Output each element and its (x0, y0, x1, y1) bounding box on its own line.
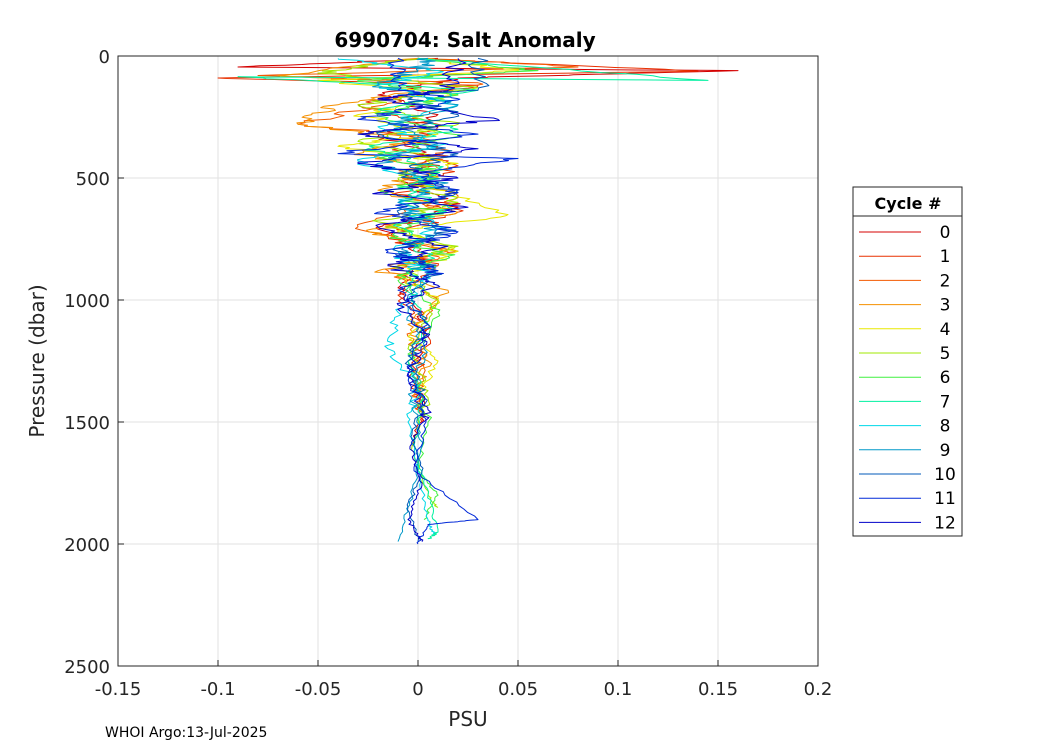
legend-label-cycle-2: 2 (940, 271, 951, 291)
y-tick-label: 1000 (64, 291, 110, 312)
x-tick-label: 0.2 (804, 679, 833, 700)
legend-label-cycle-4: 4 (940, 320, 951, 340)
series-line-cycle-11 (337, 57, 519, 545)
x-tick-label: 0 (412, 679, 423, 700)
legend-label-cycle-0: 0 (940, 223, 951, 243)
legend-label-cycle-7: 7 (940, 392, 951, 412)
x-tick-label: -0.05 (295, 679, 342, 700)
legend-label-cycle-1: 1 (940, 247, 951, 267)
y-tick-label: 1500 (64, 413, 110, 434)
axis-ticks: -0.15 -0.1 -0.05 0 0.05 0.1 0.15 0.2 0 500 1000 150… (64, 47, 832, 700)
y-tick-label: 2000 (64, 535, 110, 556)
series-line-cycle-5 (317, 57, 479, 508)
legend-label-cycle-3: 3 (940, 296, 951, 316)
series-line-cycle-3 (277, 57, 459, 398)
legend-label-cycle-11: 11 (934, 489, 956, 509)
x-tick-label: 0.15 (698, 679, 738, 700)
y-tick-label: 2500 (64, 657, 110, 678)
legend-label-cycle-6: 6 (940, 368, 951, 388)
x-tick-label: -0.1 (200, 679, 235, 700)
series-line-cycle-7 (237, 57, 709, 540)
legend-box (852, 186, 963, 537)
legend-label-cycle-5: 5 (940, 344, 951, 364)
legend-label-cycle-10: 10 (934, 465, 956, 485)
legend-label-cycle-9: 9 (940, 441, 951, 461)
y-tick-label: 0 (99, 47, 110, 68)
x-axis-label: PSU (448, 707, 487, 731)
series-group (217, 57, 739, 545)
chart-title: 6990704: Salt Anomaly (334, 28, 595, 52)
plot-frame (117, 55, 819, 667)
x-tick-label: 0.1 (604, 679, 633, 700)
legend-title: Cycle # (875, 194, 942, 213)
legend-label-cycle-12: 12 (934, 513, 956, 533)
footer-credit: WHOI Argo:13-Jul-2025 (105, 725, 268, 741)
y-tick-label: 500 (76, 169, 110, 190)
x-tick-label: -0.15 (95, 679, 142, 700)
y-axis-label: Pressure (dbar) (25, 284, 49, 437)
x-tick-label: 0.05 (498, 679, 538, 700)
series-line-cycle-12 (357, 58, 500, 542)
series-line-cycle-6 (357, 57, 539, 521)
series-line-cycle-0 (237, 57, 739, 447)
legend-label-cycle-8: 8 (940, 417, 951, 437)
